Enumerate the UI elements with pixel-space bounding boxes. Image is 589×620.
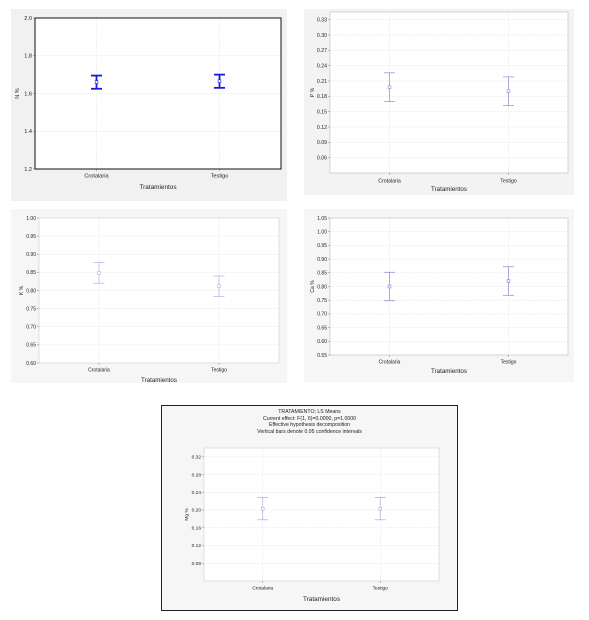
x-axis-label: Tratamientos bbox=[303, 596, 340, 603]
x-category-label: Crotalaria bbox=[84, 174, 109, 180]
y-tick-label: 0.85 bbox=[317, 271, 327, 277]
y-tick-label: 0.27 bbox=[317, 48, 327, 54]
y-tick-label: 0.60 bbox=[26, 361, 36, 367]
y-axis-label: Mg % bbox=[184, 508, 190, 521]
x-category-label: Testigo bbox=[373, 585, 389, 591]
mean-marker bbox=[387, 85, 392, 89]
y-tick-label: 0.12 bbox=[192, 543, 202, 549]
y-tick-label: 0.65 bbox=[317, 325, 327, 331]
y-tick-label: 1.2 bbox=[24, 167, 32, 173]
chart-p: 0.06 0.09 0.12 0.15 0.18 0.21 0.24 0.27 0.30 0.33… bbox=[310, 11, 569, 193]
y-tick-label: 0.28 bbox=[192, 472, 202, 478]
y-tick-label: 1.00 bbox=[317, 229, 327, 235]
mean-marker bbox=[261, 507, 265, 511]
y-tick-label: 0.70 bbox=[26, 325, 36, 331]
y-tick-label: 0.15 bbox=[317, 109, 327, 115]
y-tick-label: 1.00 bbox=[26, 216, 36, 222]
chart-ca: 0.55 0.60 0.65 0.70 0.75 0.80 0.85 0.90 0.95 1.00… bbox=[310, 216, 569, 375]
y-tick-label: 0.70 bbox=[317, 312, 327, 318]
y-tick-label: 0.06 bbox=[317, 155, 327, 161]
y-tick-label: 0.30 bbox=[317, 33, 327, 39]
x-axis-label: Tratamientos bbox=[141, 377, 177, 383]
y-tick-label: 0.33 bbox=[317, 17, 327, 23]
x-axis-label: Tratamientos bbox=[431, 368, 467, 375]
y-tick-label: 2.0 bbox=[24, 16, 32, 22]
y-tick-label: 0.80 bbox=[317, 284, 327, 290]
mean-marker bbox=[217, 79, 222, 83]
y-tick-label: 0.12 bbox=[317, 125, 327, 131]
y-tick-label: 0.18 bbox=[317, 94, 327, 100]
plot-frame bbox=[329, 217, 569, 356]
y-axis-label: Ca % bbox=[310, 280, 316, 293]
mean-marker bbox=[506, 279, 511, 283]
y-tick-label: 0.75 bbox=[317, 298, 327, 304]
y-tick-label: 0.95 bbox=[317, 243, 327, 249]
plot-frame bbox=[203, 447, 440, 582]
x-axis-label: Tratamientos bbox=[139, 184, 176, 191]
x-category-label: Testigo bbox=[501, 360, 517, 366]
y-tick-label: 0.24 bbox=[317, 63, 327, 69]
y-tick-label: 0.65 bbox=[26, 343, 36, 349]
mean-marker bbox=[217, 284, 221, 288]
y-tick-label: 0.75 bbox=[26, 306, 36, 312]
chart-p-panel: 0.06 0.09 0.12 0.15 0.18 0.21 0.24 0.27 0.30 0.33… bbox=[304, 9, 574, 195]
chart-mg-panel: TRATAMIENTO; LS Means Current effect: F(… bbox=[161, 405, 458, 611]
y-tick-label: 0.20 bbox=[192, 508, 202, 514]
chart-k-panel: 0.60 0.65 0.70 0.75 0.80 0.85 0.90 0.95 1.00 Crot… bbox=[11, 209, 287, 383]
chart-mg: 0.08 0.12 0.16 0.20 0.24 0.28 0.32 Crotalaria Te… bbox=[184, 447, 440, 603]
x-category-label: Testigo bbox=[211, 368, 227, 374]
y-tick-label: 1.05 bbox=[317, 216, 327, 222]
mean-marker bbox=[378, 507, 382, 511]
chart-ca-panel: 0.55 0.60 0.65 0.70 0.75 0.80 0.85 0.90 0.95 1.00… bbox=[304, 209, 574, 382]
y-tick-label: 0.09 bbox=[317, 140, 327, 146]
chart-n: 1.2 1.4 1.6 1.8 2.0 Crotalaria Testigo Tratamie… bbox=[15, 16, 282, 191]
y-tick-label: 0.80 bbox=[26, 288, 36, 294]
x-category-label: Crotalaria bbox=[379, 360, 401, 366]
mean-marker bbox=[387, 284, 392, 289]
y-tick-label: 1.8 bbox=[24, 54, 32, 60]
y-tick-label: 0.32 bbox=[192, 455, 202, 461]
chart-subtitle-line-1: Current effect: F(1, 6)=0.0000, p=1.0000 bbox=[262, 415, 357, 422]
y-tick-label: 1.4 bbox=[24, 129, 32, 135]
x-category-label: Crotalaria bbox=[378, 179, 401, 185]
x-category-label: Crotalaria bbox=[252, 585, 273, 591]
y-axis-label: K % bbox=[19, 285, 25, 295]
chart-k: 0.60 0.65 0.70 0.75 0.80 0.85 0.90 0.95 1.00 Crot… bbox=[19, 216, 280, 383]
y-tick-label: 1.6 bbox=[24, 91, 32, 97]
chart-subtitle-line-3: Vertical bars denote 0.95 confidence int… bbox=[257, 428, 362, 435]
y-axis-label: N % bbox=[15, 88, 21, 99]
x-category-label: Testigo bbox=[500, 179, 517, 185]
chart-n-panel: 1.2 1.4 1.6 1.8 2.0 Crotalaria Testigo Tratamie… bbox=[11, 9, 287, 201]
chart-title: TRATAMIENTO; LS Means bbox=[278, 409, 341, 415]
mean-marker bbox=[94, 80, 99, 84]
mean-marker bbox=[97, 271, 101, 275]
y-tick-label: 0.90 bbox=[26, 252, 36, 258]
y-tick-label: 0.08 bbox=[192, 561, 202, 567]
plot-frame bbox=[38, 217, 280, 364]
plot-area bbox=[330, 12, 568, 173]
plot-frame bbox=[329, 11, 569, 174]
y-tick-label: 0.21 bbox=[317, 79, 327, 85]
y-tick-label: 0.95 bbox=[26, 234, 36, 240]
x-axis-label: Tratamientos bbox=[431, 186, 467, 193]
y-tick-label: 0.24 bbox=[192, 490, 202, 496]
x-category-label: Testigo bbox=[211, 174, 229, 180]
chart-subtitle-line-2: Effective hypothesis decomposition bbox=[269, 422, 350, 429]
y-tick-label: 0.85 bbox=[26, 270, 36, 276]
plot-area bbox=[204, 448, 439, 581]
plot-frame bbox=[34, 17, 282, 170]
y-tick-label: 0.55 bbox=[317, 353, 327, 359]
y-tick-label: 0.16 bbox=[192, 525, 202, 531]
x-category-label: Crotalaria bbox=[88, 368, 110, 374]
y-tick-label: 0.90 bbox=[317, 257, 327, 263]
mean-marker bbox=[506, 89, 511, 93]
y-tick-label: 0.60 bbox=[317, 339, 327, 345]
y-axis-label: P % bbox=[310, 87, 316, 97]
